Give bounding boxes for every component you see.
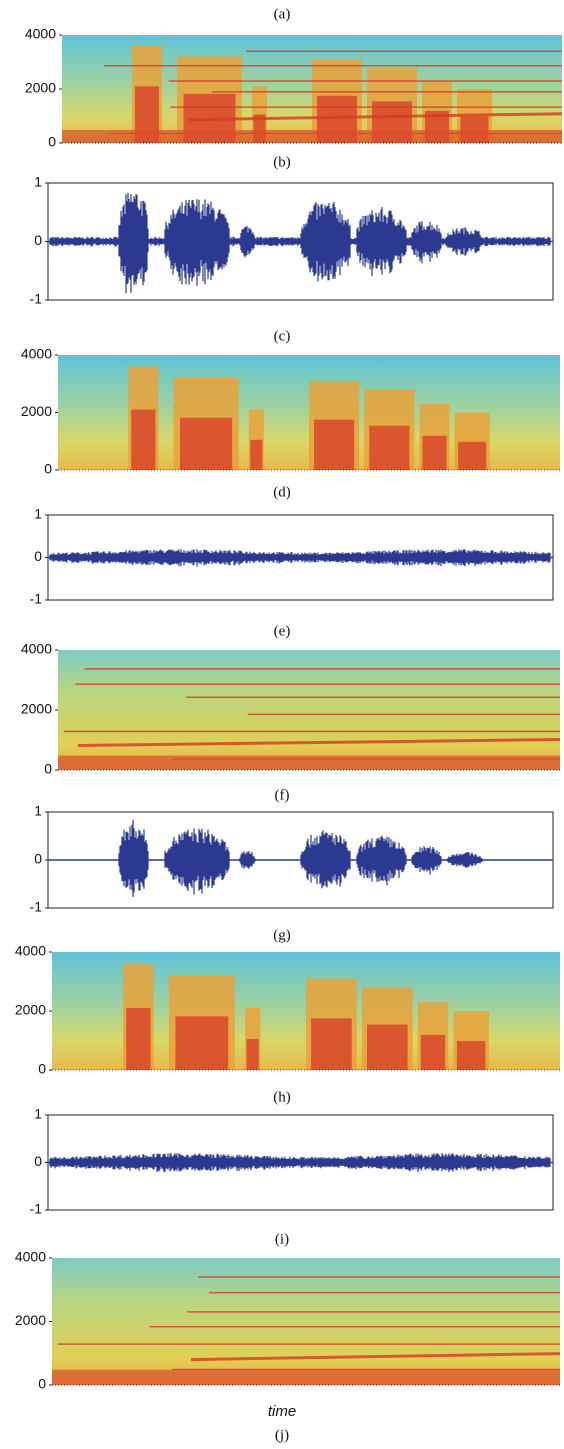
speech-energy [420, 1034, 446, 1070]
y-tick-label: 4000 [21, 641, 52, 657]
panel-caption: (a) [274, 6, 291, 22]
waveform [49, 192, 551, 294]
x-axis-label: time [268, 1403, 296, 1420]
speech-energy [366, 1024, 408, 1070]
plot [62, 35, 563, 144]
plot [47, 811, 554, 909]
speech-energy [422, 435, 447, 470]
low-band [52, 1369, 560, 1385]
plot [47, 182, 554, 301]
harmonic [77, 737, 561, 747]
y-tick-label: 2000 [15, 1002, 46, 1018]
panel-caption: (e) [274, 623, 291, 639]
y-tick-label: -1 [30, 591, 43, 607]
plot [52, 1258, 561, 1386]
plot [47, 514, 554, 601]
low-band [62, 130, 562, 143]
y-tick-label: -1 [30, 291, 43, 307]
y-tick-label: 4000 [15, 1249, 46, 1265]
y-tick-label: 0 [38, 1376, 46, 1392]
y-tick-label: -1 [30, 899, 43, 915]
y-tick-label: 0 [38, 1061, 46, 1077]
y-tick-label: 2000 [25, 80, 56, 96]
speech-energy [456, 1041, 486, 1070]
y-tick-label: 1 [34, 174, 42, 190]
waveform [49, 549, 551, 567]
y-tick-label: 1 [34, 506, 42, 522]
y-tick-label: 4000 [15, 943, 46, 959]
harmonic [189, 112, 563, 122]
y-tick-label: 4000 [25, 26, 56, 42]
panel-caption: (h) [273, 1089, 291, 1105]
plot [52, 952, 560, 1071]
y-tick-label: -1 [30, 1201, 43, 1217]
y-tick-label: 1 [34, 803, 42, 819]
panel-caption: (b) [273, 154, 291, 170]
plot [58, 355, 560, 471]
waveform [49, 819, 551, 897]
speech-energy [369, 425, 410, 470]
y-tick-label: 0 [44, 761, 52, 777]
panel-caption: (c) [274, 328, 291, 344]
y-tick-label: 0 [34, 548, 42, 564]
speech-energy [175, 1016, 229, 1070]
speech-energy [314, 419, 355, 470]
panel-caption: (j) [275, 1427, 289, 1443]
speech-energy [311, 1018, 352, 1070]
spectrogram [52, 1258, 560, 1385]
speech-energy [126, 1008, 151, 1070]
spectrogram [58, 650, 560, 770]
y-tick-label: 4000 [21, 346, 52, 362]
speech-energy [250, 439, 263, 470]
speech-energy [458, 441, 487, 470]
speech-energy [246, 1039, 259, 1070]
waveform [49, 1153, 551, 1173]
panel-caption: (g) [273, 927, 291, 943]
panel-caption: (i) [275, 1231, 289, 1247]
plot [47, 1114, 554, 1211]
plot [58, 650, 561, 771]
low-band [58, 755, 560, 770]
y-tick-label: 2000 [15, 1312, 46, 1328]
y-tick-label: 2000 [21, 403, 52, 419]
y-tick-label: 2000 [21, 701, 52, 717]
harmonic [190, 1352, 561, 1362]
y-tick-label: 0 [34, 1153, 42, 1169]
y-tick-label: 1 [34, 1106, 42, 1122]
y-tick-label: 0 [44, 461, 52, 477]
speech-energy [131, 409, 156, 470]
speech-energy [179, 417, 233, 470]
y-tick-label: 0 [34, 851, 42, 867]
y-tick-label: 0 [34, 232, 42, 248]
y-tick-label: 0 [48, 134, 56, 150]
panel-caption: (d) [273, 484, 291, 500]
panel-caption: (f) [275, 787, 290, 803]
